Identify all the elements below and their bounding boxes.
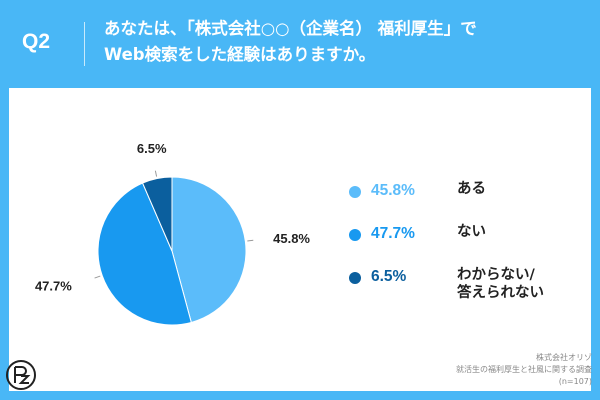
credit-survey-title: 就活生の福利厚生と社風に関する調査 bbox=[456, 365, 592, 374]
legend-label-line: ある bbox=[457, 181, 486, 197]
legend-label-line: わからない/ bbox=[457, 267, 535, 283]
pie-slice bbox=[97, 182, 192, 326]
question-header: Q2 あなたは、「株式会社○○（企業名） 福利厚生」で Web検索をした経験はあ… bbox=[0, 0, 600, 88]
slice-data-label: 6.5% bbox=[137, 141, 167, 156]
slice-leader-line bbox=[154, 170, 158, 177]
question-line-2: Web検索をした経験はありますか。 bbox=[104, 45, 376, 64]
legend-swatch bbox=[349, 229, 361, 241]
chart-panel: 45.8% 47.7% 6.5% 45.8% ある 47.7% ない 6.5% わか… bbox=[9, 88, 591, 391]
legend-item-aru: 45.8% ある bbox=[349, 180, 486, 210]
credit-company: 株式会社オリゾ bbox=[536, 353, 592, 362]
pie-chart: 45.8% 47.7% 6.5% bbox=[35, 141, 310, 326]
orizo-logo-icon bbox=[4, 358, 38, 396]
legend-item-wakaranai: 6.5% わからない/ 答えられない bbox=[349, 266, 544, 301]
legend-item-nai: 47.7% ない bbox=[349, 223, 486, 253]
credit-sample-size: (n=107) bbox=[558, 377, 592, 386]
legend-percent: 47.7% bbox=[371, 225, 415, 242]
slice-leader-line bbox=[94, 275, 101, 279]
legend-label: わからない/ 答えられない bbox=[457, 266, 544, 302]
slice-data-label: 47.7% bbox=[35, 278, 72, 293]
legend-label: ある bbox=[457, 180, 486, 198]
question-line-1: あなたは、「株式会社○○（企業名） 福利厚生」で bbox=[104, 19, 477, 38]
legend-label: ない bbox=[457, 223, 486, 241]
legend-swatch bbox=[349, 272, 361, 284]
slice-leader-line bbox=[247, 239, 254, 242]
legend-percent: 6.5% bbox=[371, 268, 407, 285]
legend-label-line: 答えられない bbox=[457, 285, 544, 301]
header-divider bbox=[84, 22, 85, 66]
survey-credit: 株式会社オリゾ 就活生の福利厚生と社風に関する調査 (n=107) bbox=[456, 352, 592, 388]
legend-swatch bbox=[349, 186, 361, 198]
pie-slice bbox=[171, 176, 247, 324]
question-text: あなたは、「株式会社○○（企業名） 福利厚生」で Web検索をした経験はあります… bbox=[104, 16, 584, 68]
pie-slice bbox=[141, 176, 173, 252]
question-number: Q2 bbox=[22, 30, 51, 53]
slice-data-label: 45.8% bbox=[273, 231, 310, 246]
legend-label-line: ない bbox=[457, 224, 486, 240]
legend-percent: 45.8% bbox=[371, 182, 415, 199]
